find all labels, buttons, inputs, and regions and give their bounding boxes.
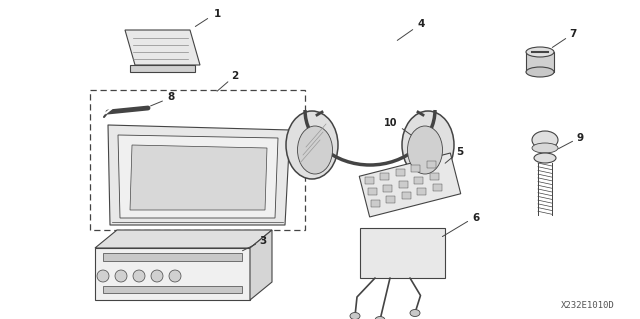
Bar (380, 173, 389, 180)
Bar (433, 184, 442, 191)
Text: 1: 1 (213, 9, 221, 19)
Bar (396, 169, 404, 176)
Polygon shape (118, 135, 278, 218)
Polygon shape (359, 153, 461, 217)
Bar (402, 192, 411, 199)
Text: 10: 10 (384, 118, 397, 128)
Bar (526, 52, 554, 72)
Bar (429, 173, 438, 180)
Text: 7: 7 (570, 29, 577, 39)
Bar (95, 248, 250, 300)
Polygon shape (130, 65, 195, 72)
Circle shape (169, 270, 181, 282)
Circle shape (97, 270, 109, 282)
Ellipse shape (532, 143, 558, 153)
Polygon shape (95, 230, 272, 248)
Ellipse shape (350, 313, 360, 319)
Text: 4: 4 (417, 19, 425, 29)
Text: 8: 8 (168, 92, 175, 102)
Ellipse shape (534, 153, 556, 163)
Ellipse shape (532, 131, 558, 149)
Ellipse shape (286, 111, 338, 179)
Polygon shape (125, 30, 200, 65)
Ellipse shape (526, 67, 554, 77)
Bar (90, 90, 305, 230)
Bar (427, 161, 436, 168)
Ellipse shape (402, 111, 454, 179)
Text: X232E1010D: X232E1010D (561, 301, 615, 310)
Bar (399, 181, 408, 188)
Polygon shape (250, 230, 272, 300)
Circle shape (133, 270, 145, 282)
Text: 5: 5 (456, 147, 463, 157)
Polygon shape (130, 145, 267, 210)
Bar (103, 253, 242, 261)
Bar (368, 189, 377, 196)
Text: 9: 9 (577, 133, 584, 143)
Text: 2: 2 (232, 71, 239, 81)
Ellipse shape (526, 47, 554, 57)
Text: 3: 3 (259, 236, 267, 246)
Ellipse shape (408, 126, 442, 174)
Bar (386, 196, 395, 203)
Ellipse shape (298, 126, 333, 174)
Bar (414, 177, 423, 184)
Bar (417, 188, 426, 195)
Bar (383, 184, 392, 191)
Ellipse shape (410, 309, 420, 316)
Text: 6: 6 (472, 213, 479, 223)
Bar (412, 165, 420, 172)
Circle shape (115, 270, 127, 282)
Bar (365, 177, 374, 184)
Bar (360, 228, 445, 278)
Bar (103, 286, 242, 293)
Circle shape (151, 270, 163, 282)
Bar (371, 200, 380, 207)
Polygon shape (108, 125, 290, 225)
Ellipse shape (375, 316, 385, 319)
